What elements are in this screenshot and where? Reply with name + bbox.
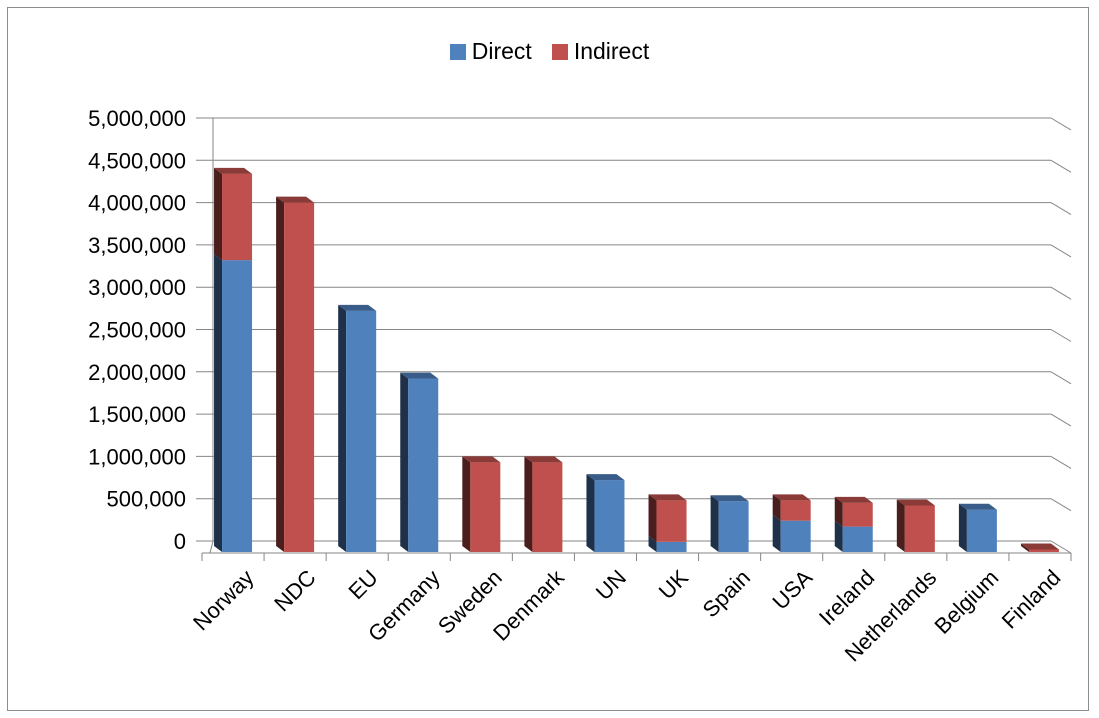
bar-side-indirect [462,456,471,552]
x-tick-label: UK [654,565,694,605]
gridline-side [1050,286,1072,300]
y-tick-label: 5,000,000 [88,106,186,131]
x-tick-label: Norway [188,565,258,635]
y-tick-label: 3,000,000 [88,275,186,300]
bar-side-direct [586,474,595,552]
x-tick-label: USA [768,565,818,615]
gridline-side [1050,540,1072,554]
bar-top-cap [400,372,439,379]
bar-indirect [284,202,315,553]
legend: Direct Indirect [0,38,1099,65]
gridline-side [1050,159,1072,173]
bar-side-indirect [276,196,285,553]
bar-indirect [470,462,501,552]
bar-side-indirect [1020,543,1029,552]
y-tick-label: 2,500,000 [88,318,186,343]
bar-direct [346,310,377,552]
bar-top-cap [834,496,873,503]
x-tick-label: UN [591,565,631,605]
bar-indirect [656,500,687,542]
bar-top-cap [710,495,749,502]
legend-item-direct: Direct [449,38,532,65]
legend-item-indirect: Indirect [551,38,650,65]
gridline-side [1050,498,1072,512]
bar-indirect [904,505,935,552]
bar-top-cap [772,494,811,501]
floor-left-edge [209,540,214,554]
legend-label-indirect: Indirect [573,38,650,64]
bar-side-indirect [772,494,781,521]
gridline-side [1050,117,1072,131]
bar-side-direct [214,254,223,552]
bar-side-direct [710,495,719,552]
x-tick-label: NDC [269,565,320,616]
bar-top-cap [648,494,687,501]
bar-top-cap [1020,543,1059,550]
gridline-side [1050,244,1072,258]
bar-indirect [222,173,253,261]
bar-top-cap [524,456,563,463]
legend-swatch-direct [449,43,466,60]
y-tick-label: 0 [174,529,186,554]
chart-frame [7,7,1089,711]
bar-top-cap [214,167,253,174]
bar-direct [966,509,997,552]
x-tick-label: Finland [997,565,1066,634]
bar-side-direct [338,304,347,552]
bar-side-direct [958,503,967,552]
bar-side-indirect [834,496,843,527]
bar-side-indirect [648,494,657,542]
gridline-side [1050,329,1072,342]
legend-swatch-indirect [551,43,568,60]
bar-indirect [780,500,811,521]
x-tick-label: EU [343,565,382,604]
bar-direct [842,526,873,552]
bar-indirect [842,502,873,527]
gridline-side [1050,202,1072,216]
bar-top-cap [586,474,625,481]
bar-side-direct [400,372,409,552]
bar-direct [408,378,439,552]
bar-side-indirect [214,167,223,261]
gridline-side [1050,455,1072,469]
bar-top-cap [462,456,501,463]
x-tick-label: Spain [698,565,755,622]
bar-top-cap [896,499,935,506]
bar-direct [594,480,625,552]
bar-top-cap [338,304,377,311]
y-tick-label: 3,500,000 [88,233,186,258]
bar-side-direct [772,514,781,552]
bar-side-indirect [896,499,905,552]
bar-direct [656,541,687,552]
y-tick-label: 1,000,000 [88,444,186,469]
y-tick-label: 500,000 [106,487,186,512]
y-tick-label: 4,000,000 [88,191,186,216]
y-tick-label: 2,000,000 [88,360,186,385]
bar-side-direct [834,520,843,552]
bar-side-direct [648,535,657,552]
bar-direct [222,260,253,552]
y-tick-label: 1,500,000 [88,402,186,427]
legend-label-direct: Direct [471,38,532,64]
x-tick-label: Belgium [930,565,1004,639]
bar-direct [780,520,811,552]
gridline-side [1050,413,1072,427]
bar-top-cap [958,503,997,510]
bar-indirect [1028,549,1059,552]
bar-top-cap [276,196,315,203]
bar-indirect [532,462,563,552]
bar-side-indirect [524,456,533,552]
y-tick-label: 4,500,000 [88,148,186,173]
bar-direct [718,501,749,552]
gridline-side [1050,371,1072,385]
